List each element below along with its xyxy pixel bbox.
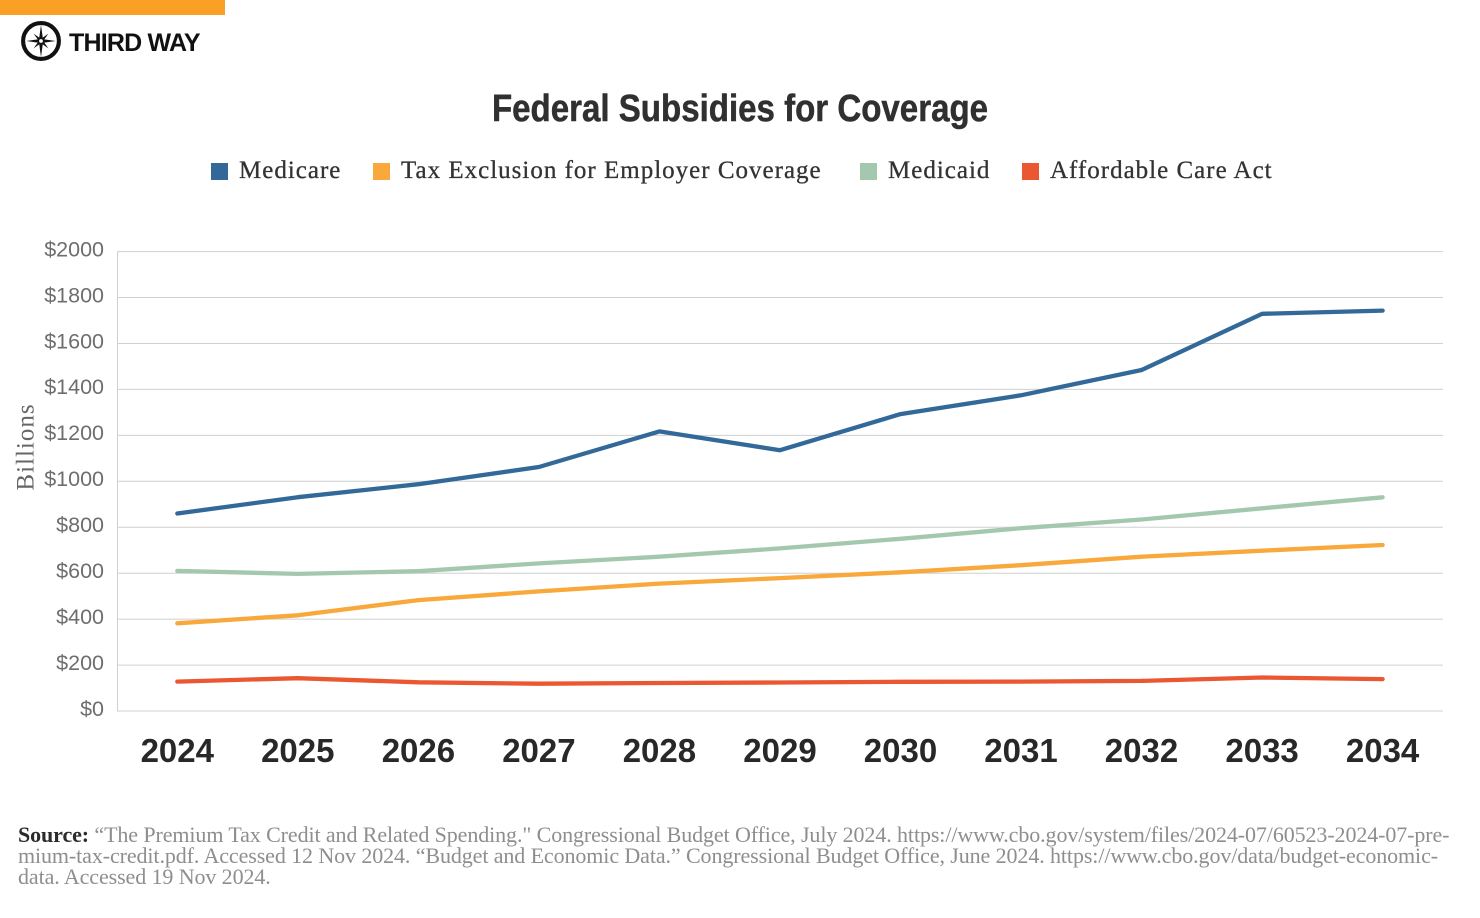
- svg-text:2033: 2033: [1225, 732, 1298, 769]
- svg-text:$200: $200: [56, 651, 104, 675]
- svg-text:2029: 2029: [743, 732, 816, 769]
- svg-text:$1800: $1800: [44, 283, 104, 307]
- svg-text:$600: $600: [56, 559, 104, 583]
- svg-text:$400: $400: [56, 605, 104, 629]
- svg-text:2031: 2031: [984, 732, 1057, 769]
- svg-text:$1000: $1000: [44, 467, 104, 491]
- svg-text:2030: 2030: [864, 732, 937, 769]
- svg-text:2026: 2026: [382, 732, 455, 769]
- svg-text:$800: $800: [56, 513, 104, 537]
- svg-text:$2000: $2000: [44, 237, 104, 261]
- svg-text:2024: 2024: [141, 732, 215, 769]
- svg-text:2028: 2028: [623, 732, 696, 769]
- svg-text:$1400: $1400: [44, 375, 104, 399]
- svg-text:2027: 2027: [502, 732, 575, 769]
- svg-text:2034: 2034: [1346, 732, 1420, 769]
- svg-text:$1600: $1600: [44, 329, 104, 353]
- svg-text:$1200: $1200: [44, 421, 104, 445]
- svg-text:2025: 2025: [261, 732, 334, 769]
- svg-text:$0: $0: [80, 697, 104, 721]
- svg-text:2032: 2032: [1105, 732, 1178, 769]
- svg-text:Billions: Billions: [13, 403, 40, 490]
